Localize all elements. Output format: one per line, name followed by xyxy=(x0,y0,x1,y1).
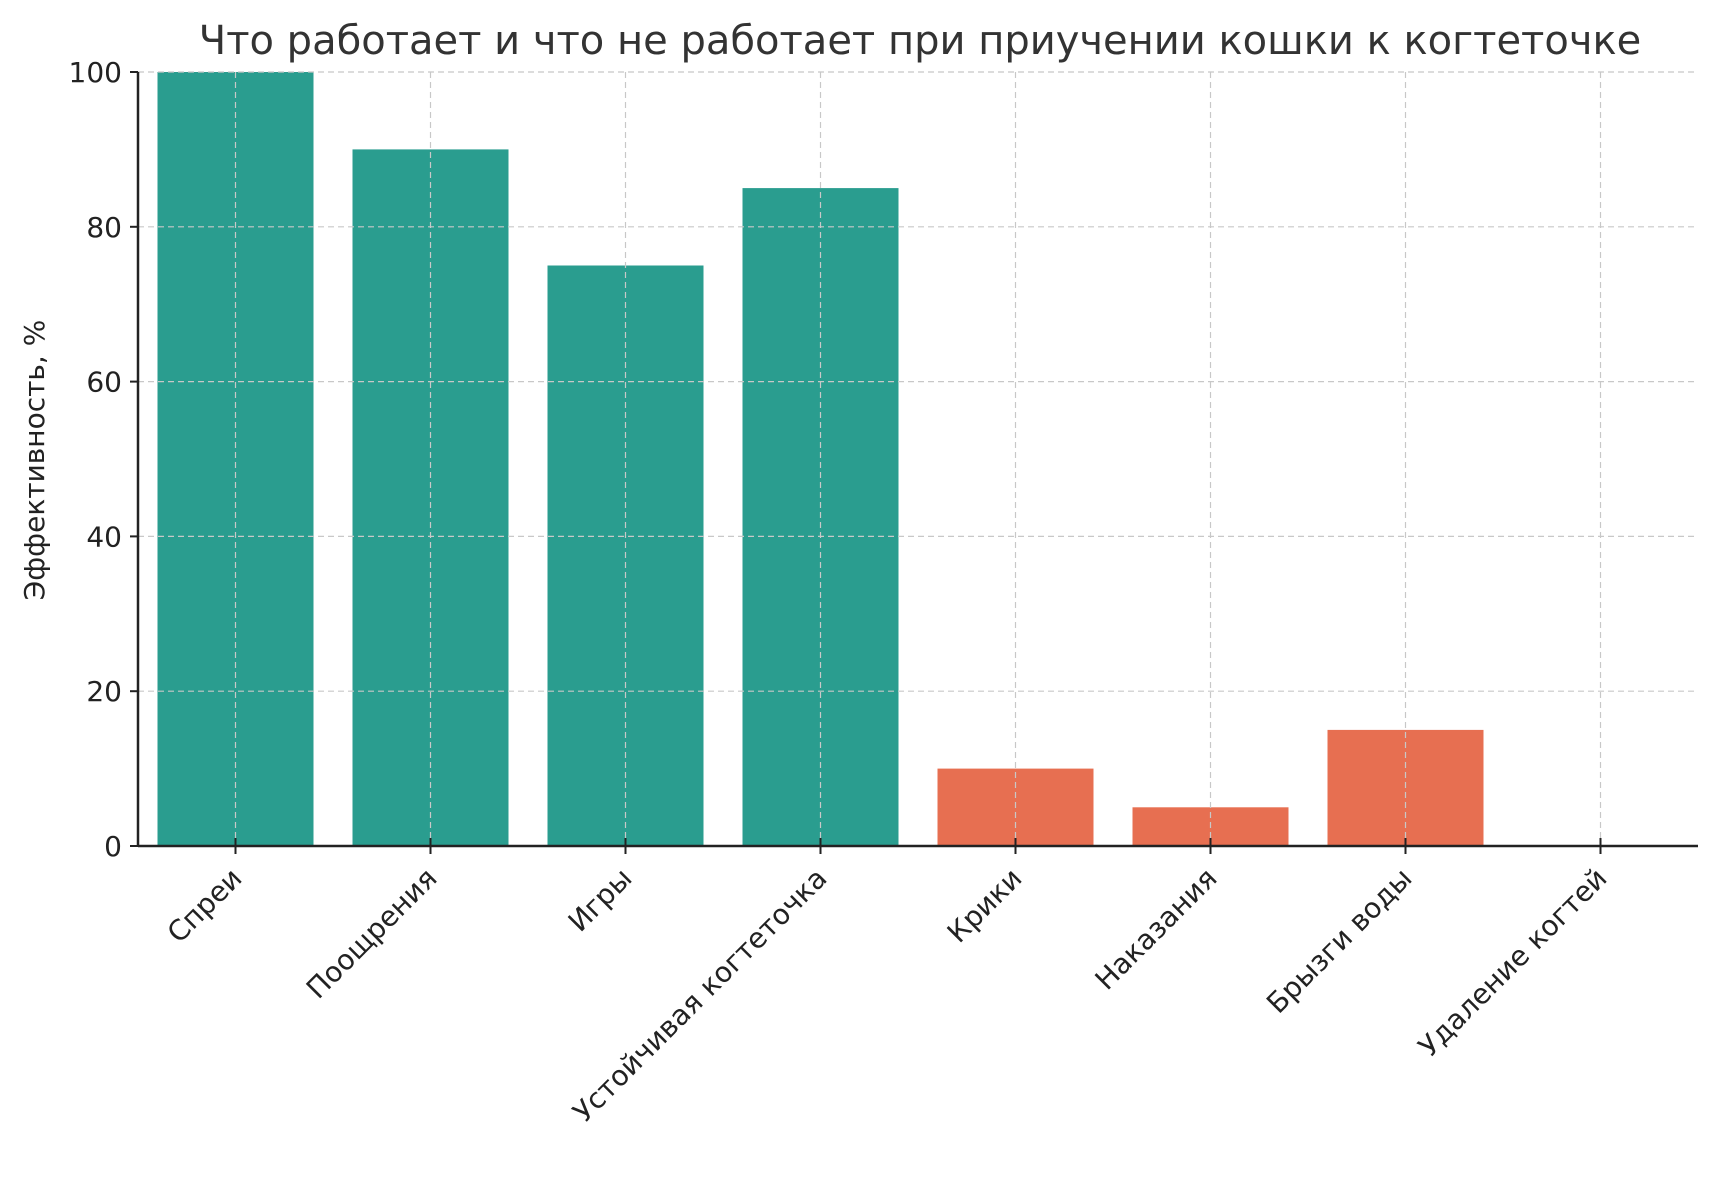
x-tick-label: Удаление когтей xyxy=(1412,862,1613,1063)
bars-layer xyxy=(157,72,1484,847)
y-tick-label: 0 xyxy=(104,830,122,863)
y-axis-label: Эффективность, % xyxy=(18,320,51,601)
x-tick-label: Поощрения xyxy=(300,862,444,1006)
grid-layer xyxy=(138,71,1698,846)
x-tick-label: Спреи xyxy=(161,862,249,950)
y-tick-label: 60 xyxy=(86,366,122,399)
y-tick-label: 80 xyxy=(86,211,122,244)
x-tick-label: Крики xyxy=(941,862,1029,950)
y-tick-label: 40 xyxy=(86,520,122,553)
chart-title: Что работает и что не работает при приуч… xyxy=(199,18,1641,64)
x-tick-label: Брызги воды xyxy=(1260,862,1418,1020)
y-tick-label: 20 xyxy=(86,675,122,708)
x-tick-label: Наказания xyxy=(1089,862,1224,997)
x-tick-label: Игры xyxy=(562,862,639,939)
axes-layer xyxy=(136,72,1698,848)
y-tick-label: 100 xyxy=(69,56,122,89)
bar-1 xyxy=(157,72,314,846)
